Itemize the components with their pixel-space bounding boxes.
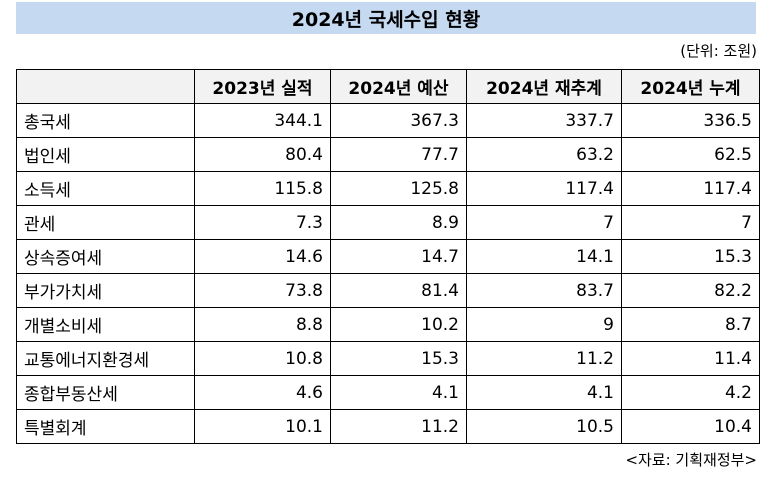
unit-note: (단위: 조원) <box>680 42 757 60</box>
value-cell: 9 <box>466 307 622 342</box>
table-row: 부가가치세 73.8 81.4 83.7 82.2 <box>16 273 760 308</box>
value-cell: 63.2 <box>466 137 622 172</box>
value-cell: 7 <box>621 205 760 240</box>
value-cell: 7.3 <box>194 205 331 240</box>
value-cell: 82.2 <box>621 273 760 308</box>
row-label: 법인세 <box>16 137 195 172</box>
value-cell: 83.7 <box>466 273 622 308</box>
header-corner-cell <box>16 69 195 104</box>
value-cell: 8.9 <box>330 205 467 240</box>
value-cell: 77.7 <box>330 137 467 172</box>
value-cell: 336.5 <box>621 103 760 138</box>
value-cell: 10.4 <box>621 409 760 444</box>
value-cell: 11.4 <box>621 341 760 376</box>
value-cell: 81.4 <box>330 273 467 308</box>
row-label: 소득세 <box>16 171 195 206</box>
table-row: 종합부동산세 4.6 4.1 4.1 4.2 <box>16 375 760 410</box>
value-cell: 7 <box>466 205 622 240</box>
table-row: 교통에너지환경세 10.8 15.3 11.2 11.4 <box>16 341 760 376</box>
row-label: 개별소비세 <box>16 307 195 342</box>
value-cell: 117.4 <box>621 171 760 206</box>
column-header: 2024년 예산 <box>330 69 467 104</box>
value-cell: 73.8 <box>194 273 331 308</box>
row-label: 부가가치세 <box>16 273 195 308</box>
value-cell: 117.4 <box>466 171 622 206</box>
value-cell: 8.7 <box>621 307 760 342</box>
row-label: 관세 <box>16 205 195 240</box>
row-label: 교통에너지환경세 <box>16 341 195 376</box>
value-cell: 115.8 <box>194 171 331 206</box>
table-header-row: 2023년 실적 2024년 예산 2024년 재추계 2024년 누계 <box>16 69 760 104</box>
row-label: 종합부동산세 <box>16 375 195 410</box>
value-cell: 10.8 <box>194 341 331 376</box>
value-cell: 15.3 <box>621 239 760 274</box>
table-row: 상속증여세 14.6 14.7 14.1 15.3 <box>16 239 760 274</box>
value-cell: 4.2 <box>621 375 760 410</box>
column-header: 2024년 누계 <box>621 69 760 104</box>
table-row: 총국세 344.1 367.3 337.7 336.5 <box>16 103 760 138</box>
column-header: 2024년 재추계 <box>466 69 622 104</box>
value-cell: 15.3 <box>330 341 467 376</box>
table-row: 개별소비세 8.8 10.2 9 8.7 <box>16 307 760 342</box>
value-cell: 14.6 <box>194 239 331 274</box>
value-cell: 344.1 <box>194 103 331 138</box>
row-label: 상속증여세 <box>16 239 195 274</box>
row-label: 총국세 <box>16 103 195 138</box>
value-cell: 4.1 <box>330 375 467 410</box>
value-cell: 10.2 <box>330 307 467 342</box>
table-row: 관세 7.3 8.9 7 7 <box>16 205 760 240</box>
value-cell: 337.7 <box>466 103 622 138</box>
source-note: <자료: 기획재정부> <box>625 451 757 469</box>
value-cell: 14.1 <box>466 239 622 274</box>
value-cell: 14.7 <box>330 239 467 274</box>
row-label: 특별회계 <box>16 409 195 444</box>
value-cell: 11.2 <box>330 409 467 444</box>
value-cell: 62.5 <box>621 137 760 172</box>
table-row: 법인세 80.4 77.7 63.2 62.5 <box>16 137 760 172</box>
value-cell: 4.1 <box>466 375 622 410</box>
table-row: 소득세 115.8 125.8 117.4 117.4 <box>16 171 760 206</box>
value-cell: 11.2 <box>466 341 622 376</box>
value-cell: 367.3 <box>330 103 467 138</box>
value-cell: 125.8 <box>330 171 467 206</box>
value-cell: 8.8 <box>194 307 331 342</box>
value-cell: 4.6 <box>194 375 331 410</box>
column-header: 2023년 실적 <box>194 69 331 104</box>
value-cell: 10.5 <box>466 409 622 444</box>
value-cell: 10.1 <box>194 409 331 444</box>
value-cell: 80.4 <box>194 137 331 172</box>
page-title: 2024년 국세수입 현황 <box>16 2 756 34</box>
tax-revenue-table: 2023년 실적 2024년 예산 2024년 재추계 2024년 누계 총국세 344… <box>16 69 760 444</box>
table-row: 특별회계 10.1 11.2 10.5 10.4 <box>16 409 760 444</box>
